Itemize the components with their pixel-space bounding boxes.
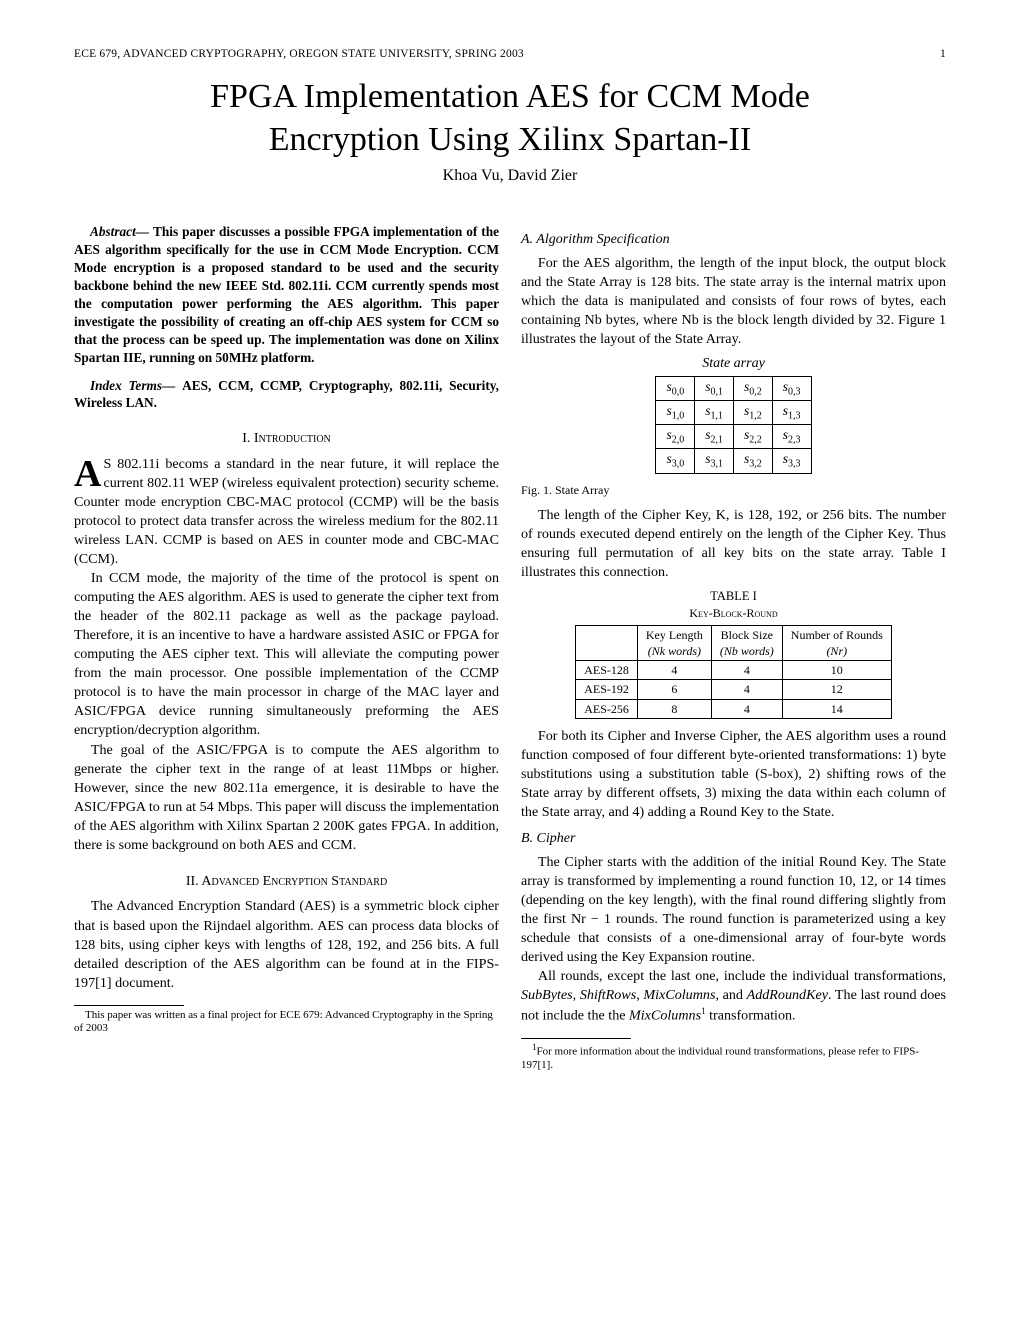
state-cell: s0,3: [772, 376, 811, 400]
state-cell: s2,3: [772, 425, 811, 449]
aes-paragraph-1: The Advanced Encryption Standard (AES) i…: [74, 897, 499, 992]
kbr-cell: 4: [711, 699, 782, 718]
title-line-1: FPGA Implementation AES for CCM Mode: [210, 78, 810, 115]
kbr-cell: 4: [637, 661, 711, 680]
algspec-paragraph-3: For both its Cipher and Inverse Cipher, …: [521, 727, 946, 822]
table1-label: TABLE I: [521, 588, 946, 605]
state-cell: s1,0: [656, 401, 695, 425]
right-footnote-block: 1For more information about the individu…: [521, 1038, 946, 1072]
index-terms-label: Index Terms—: [90, 378, 182, 393]
kbr-cell: 6: [637, 680, 711, 699]
algspec-paragraph-1: For the AES algorithm, the length of the…: [521, 254, 946, 349]
abstract-block: Abstract— This paper discusses a possibl…: [74, 223, 499, 367]
kbr-cell: AES-128: [576, 661, 638, 680]
state-cell: s1,3: [772, 401, 811, 425]
abstract-text: This paper discusses a possible FPGA imp…: [74, 224, 499, 365]
section-head-introduction: I. Introduction: [74, 430, 499, 449]
kbr-cell: 4: [711, 680, 782, 699]
intro-paragraph-1-body: S 802.11i becoms a standard in the near …: [74, 456, 499, 567]
footnote-rule: [521, 1038, 631, 1039]
title-line-2: Encryption Using Xilinx Spartan-II: [269, 121, 752, 158]
table-row: AES-192 6 4 12: [576, 680, 892, 699]
index-terms-block: Index Terms— AES, CCM, CCMP, Cryptograph…: [74, 377, 499, 413]
table-row: s2,0 s2,1 s2,2 s2,3: [656, 425, 811, 449]
state-cell: s1,1: [695, 401, 734, 425]
kbr-cell: AES-256: [576, 699, 638, 718]
cipher-paragraph-2: All rounds, except the last one, include…: [521, 967, 946, 1026]
kbr-header: [576, 625, 638, 660]
subsection-head-cipher: B. Cipher: [521, 830, 946, 849]
table-row: Key Length(Nk words) Block Size(Nb words…: [576, 625, 892, 660]
kbr-cell: AES-192: [576, 680, 638, 699]
kbr-header: Block Size(Nb words): [711, 625, 782, 660]
state-cell: s2,2: [734, 425, 773, 449]
state-cell: s0,2: [734, 376, 773, 400]
page-number: 1: [940, 48, 946, 60]
kbr-header: Number of Rounds(Nr): [782, 625, 891, 660]
paper-title: FPGA Implementation AES for CCM Mode Enc…: [74, 76, 946, 161]
key-block-round-table: Key Length(Nk words) Block Size(Nb words…: [575, 625, 892, 719]
intro-paragraph-3: The goal of the ASIC/FPGA is to compute …: [74, 741, 499, 855]
kbr-cell: 8: [637, 699, 711, 718]
left-footnote: This paper was written as a final projec…: [74, 1009, 499, 1035]
kbr-cell: 10: [782, 661, 891, 680]
intro-paragraph-1: AS 802.11i becoms a standard in the near…: [74, 455, 499, 569]
state-cell: s0,1: [695, 376, 734, 400]
state-cell: s1,2: [734, 401, 773, 425]
table-row: s0,0 s0,1 s0,2 s0,3: [656, 376, 811, 400]
table1-caption: Key-Block-Round: [521, 605, 946, 621]
kbr-header: Key Length(Nk words): [637, 625, 711, 660]
intro-paragraph-2: In CCM mode, the majority of the time of…: [74, 569, 499, 740]
algspec-paragraph-2: The length of the Cipher Key, K, is 128,…: [521, 506, 946, 582]
state-cell: s2,0: [656, 425, 695, 449]
state-cell: s3,3: [772, 449, 811, 473]
authors: Khoa Vu, David Zier: [74, 167, 946, 185]
table-row: s1,0 s1,1 s1,2 s1,3: [656, 401, 811, 425]
kbr-cell: 4: [711, 661, 782, 680]
fig1-caption: Fig. 1. State Array: [521, 482, 946, 498]
page: ECE 679, ADVANCED CRYPTOGRAPHY, OREGON S…: [0, 0, 1020, 1320]
state-array-figure: State array s0,0 s0,1 s0,2 s0,3 s1,0 s1,…: [521, 355, 946, 474]
running-header: ECE 679, ADVANCED CRYPTOGRAPHY, OREGON S…: [74, 48, 946, 60]
dropcap: A: [74, 455, 103, 490]
cipher-paragraph-1: The Cipher starts with the addition of t…: [521, 853, 946, 967]
running-header-left: ECE 679, ADVANCED CRYPTOGRAPHY, OREGON S…: [74, 48, 524, 60]
kbr-cell: 14: [782, 699, 891, 718]
table-row: AES-128 4 4 10: [576, 661, 892, 680]
state-array-title: State array: [521, 355, 946, 374]
table-row: AES-256 8 4 14: [576, 699, 892, 718]
subsection-head-algspec: A. Algorithm Specification: [521, 231, 946, 250]
table-row: s3,0 s3,1 s3,2 s3,3: [656, 449, 811, 473]
right-footnote: 1For more information about the individu…: [521, 1042, 946, 1072]
state-cell: s3,1: [695, 449, 734, 473]
left-footnote-block: This paper was written as a final projec…: [74, 1005, 499, 1035]
state-cell: s2,1: [695, 425, 734, 449]
kbr-cell: 12: [782, 680, 891, 699]
section-head-aes: II. Advanced Encryption Standard: [74, 873, 499, 892]
footnote-rule: [74, 1005, 184, 1006]
state-array-table: s0,0 s0,1 s0,2 s0,3 s1,0 s1,1 s1,2 s1,3 …: [655, 376, 811, 474]
state-cell: s3,2: [734, 449, 773, 473]
state-cell: s3,0: [656, 449, 695, 473]
abstract-label: Abstract—: [90, 224, 153, 239]
state-cell: s0,0: [656, 376, 695, 400]
two-column-body: Abstract— This paper discusses a possibl…: [74, 223, 946, 1072]
table1-block: TABLE I Key-Block-Round Key Length(Nk wo…: [521, 588, 946, 719]
